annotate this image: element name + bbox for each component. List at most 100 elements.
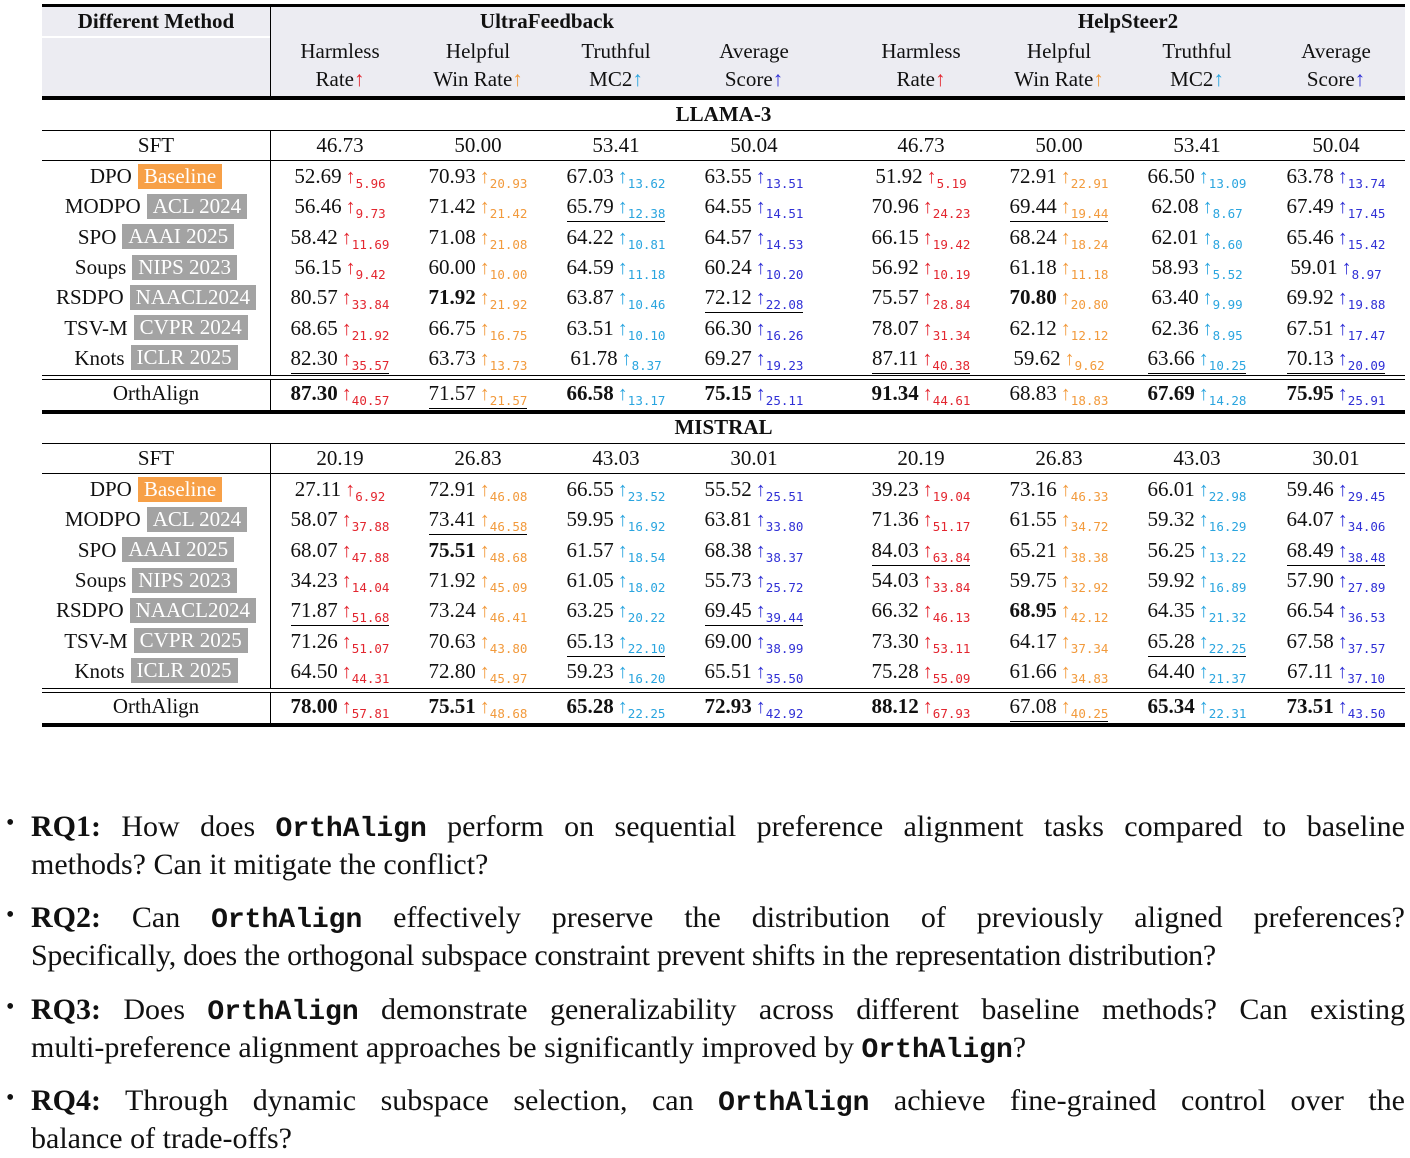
score-value-group: 63.73 ↑13.73 — [429, 346, 528, 373]
score-value: 66.58 — [566, 381, 614, 405]
up-arrow-icon: ↑ — [1198, 383, 1209, 405]
up-arrow-icon: ↑ — [341, 347, 352, 370]
score-value: 71.36 — [871, 507, 919, 532]
up-arrow-icon: ↑ — [755, 287, 766, 310]
score-value: 75.28 — [871, 658, 919, 683]
score-cell: 61.18 ↑11.18 — [987, 252, 1131, 282]
up-arrow-icon: ↑ — [755, 600, 766, 623]
score-value: 66.30 — [704, 315, 752, 340]
rq4-line2: balance of trade-offs? — [31, 1122, 292, 1155]
venue-badge: NAACL2024 — [129, 597, 257, 623]
up-arrow-icon: ↑ — [1060, 509, 1071, 532]
up-arrow-icon: ↑ — [345, 196, 356, 219]
metric-header-line2: Win Rate↑ — [408, 65, 548, 93]
up-arrow-icon: ↑ — [1060, 696, 1071, 718]
improvement-delta: 6.92 — [355, 489, 386, 504]
rq3-text: demonstrate generalizability across diff… — [358, 993, 1406, 1026]
venue-badge: ICLR 2025 — [130, 345, 238, 371]
up-arrow-icon: ↑ — [1198, 630, 1209, 653]
score-cell: 88.12 ↑67.93 — [849, 691, 993, 721]
improvement-delta: 37.34 — [1070, 640, 1109, 656]
metric-header-line2: MC2↑ — [546, 65, 686, 93]
score-value: 62.12 — [1009, 315, 1057, 340]
up-arrow-icon: ↑ — [1337, 196, 1348, 219]
score-value: 59.01 — [1290, 254, 1338, 279]
score-cell: 63.81 ↑33.80 — [682, 504, 826, 534]
score-cell: 64.57 ↑14.53 — [682, 222, 826, 252]
method-name: TSV-M — [64, 315, 128, 340]
score-value: 56.92 — [871, 254, 919, 279]
score-value: 62.01 — [1151, 224, 1199, 249]
score-value: 64.57 — [704, 224, 752, 249]
improvement-delta: 5.19 — [936, 176, 967, 191]
score-value: 73.30 — [871, 628, 919, 653]
improvement-delta: 11.18 — [1070, 266, 1109, 282]
score-value: 65.21 — [1009, 537, 1057, 562]
improvement-delta: 13.22 — [1208, 549, 1247, 565]
up-arrow-icon: ↑ — [1337, 660, 1348, 683]
score-value: 66.15 — [871, 224, 919, 249]
score-value-group: 71.57 ↑21.57 — [428, 381, 528, 409]
score-cell: 67.58 ↑37.57 — [1264, 626, 1408, 656]
up-arrow-icon: ↑ — [479, 600, 490, 623]
improvement-delta: 25.11 — [765, 393, 804, 408]
method-cell: RSDPO NAACL2024 — [42, 595, 270, 625]
score-value: 63.55 — [704, 164, 752, 188]
method-name: DPO — [89, 477, 132, 501]
up-arrow-icon: ↑ — [922, 630, 933, 653]
score-cell: 65.28 ↑22.25 — [544, 691, 688, 721]
score-value: 53.41 — [592, 133, 640, 157]
score-value: 78.07 — [871, 315, 919, 340]
method-cell: Knots ICLR 2025 — [42, 343, 270, 373]
score-value: 59.92 — [1147, 567, 1195, 592]
up-arrow-icon: ↑ — [1337, 287, 1348, 310]
up-arrow-icon: ↑ — [755, 509, 766, 532]
improvement-delta: 8.67 — [1212, 206, 1243, 222]
table-row: SPO AAAI 2025 58.42 ↑11.69 71.08 ↑21.08 64.22 ↑… — [42, 222, 1405, 252]
up-arrow-icon: ↑ — [1060, 256, 1071, 279]
score-value: 66.50 — [1147, 164, 1195, 188]
up-arrow-icon: ↑ — [922, 600, 933, 623]
metric-header-helpful: Helpful Win Rate↑ — [989, 37, 1129, 93]
score-cell: 20.19 — [849, 443, 993, 473]
score-value-group: 87.11 ↑40.38 — [871, 346, 971, 374]
score-cell: 65.13 ↑22.10 — [544, 626, 688, 657]
up-arrow-icon: ↑ — [479, 256, 490, 279]
improvement-delta: 34.72 — [1070, 519, 1109, 535]
score-cell: 39.23 ↑19.04 — [849, 474, 993, 504]
up-arrow-icon: ↑ — [755, 383, 766, 405]
score-value: 87.30 — [290, 381, 338, 405]
score-cell: 30.01 — [682, 443, 826, 473]
improvement-delta: 31.34 — [932, 327, 971, 343]
score-value-group: 71.26 ↑51.07 — [291, 629, 390, 656]
up-arrow-icon: ↑ — [617, 226, 628, 249]
metric-name: MC2 — [1170, 67, 1214, 91]
score-value-group: 72.93 ↑42.92 — [705, 694, 804, 721]
up-arrow-icon: ↑ — [632, 67, 643, 91]
rq4-text: achieve fine-grained control over the — [869, 1084, 1405, 1117]
section-title: MISTRAL — [674, 415, 773, 439]
metric-header-line2: Rate↑ — [270, 65, 410, 93]
up-arrow-icon: ↑ — [1198, 509, 1209, 532]
improvement-delta: 17.45 — [1347, 206, 1386, 222]
score-cell: 68.24 ↑18.24 — [987, 222, 1131, 252]
score-value-group: 27.11 ↑6.92 — [295, 477, 386, 504]
up-arrow-icon: ↑ — [1060, 287, 1071, 310]
score-cell: 43.03 — [544, 443, 688, 473]
up-arrow-icon: ↑ — [617, 166, 628, 188]
rq2-text: effectively preserve the distribution of… — [362, 901, 1405, 934]
venue-badge: ACL 2024 — [146, 506, 248, 532]
score-value-group: 66.75 ↑16.75 — [429, 316, 528, 343]
score-value-group: 71.42 ↑21.42 — [429, 194, 528, 221]
improvement-delta: 16.20 — [627, 670, 666, 686]
score-value: 64.22 — [566, 224, 614, 249]
score-value-group: 46.73 — [316, 133, 363, 157]
score-value: 67.69 — [1147, 381, 1195, 405]
up-arrow-icon: ↑ — [1337, 226, 1348, 249]
score-cell: 43.03 — [1125, 443, 1269, 473]
score-value: 70.80 — [1009, 285, 1057, 310]
score-value: 67.08 — [1009, 694, 1057, 718]
score-value-group: 46.73 — [897, 133, 944, 157]
score-value: 73.41 — [428, 507, 476, 532]
up-arrow-icon: ↑ — [479, 166, 490, 188]
